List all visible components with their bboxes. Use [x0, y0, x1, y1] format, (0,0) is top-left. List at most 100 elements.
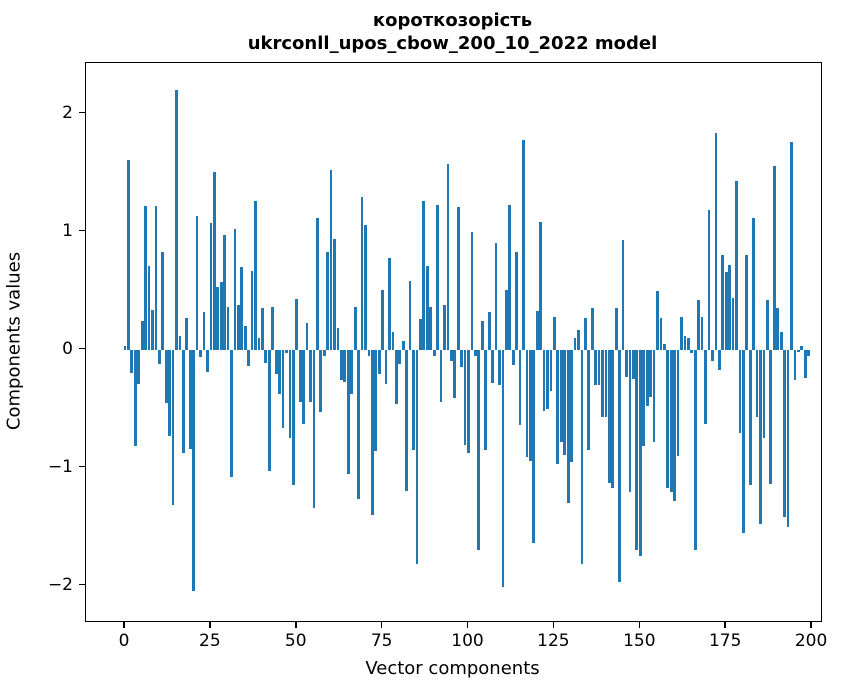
- bar: [566, 349, 570, 504]
- bar: [188, 349, 192, 449]
- bar: [381, 289, 384, 350]
- bar: [621, 239, 625, 350]
- bar: [264, 349, 268, 363]
- bar: [748, 349, 752, 486]
- bar: [470, 231, 474, 350]
- bar: [384, 349, 388, 384]
- bar: [343, 349, 347, 382]
- bar: [309, 349, 312, 402]
- y-tick-label: −2: [47, 574, 73, 595]
- bar: [370, 349, 374, 515]
- bar: [388, 257, 391, 350]
- bar: [618, 349, 622, 583]
- bar: [501, 349, 505, 587]
- bar: [147, 265, 151, 350]
- bar: [700, 316, 704, 350]
- bar: [326, 251, 330, 350]
- bar: [319, 349, 323, 413]
- bar: [195, 216, 199, 350]
- y-tick-label: −1: [47, 456, 73, 477]
- bar: [322, 349, 326, 356]
- y-tick-mark: [79, 347, 85, 350]
- x-tick-mark: [724, 621, 726, 628]
- bar: [614, 308, 618, 350]
- bar: [515, 251, 518, 350]
- bar: [628, 349, 632, 493]
- bar: [357, 349, 360, 500]
- bar: [422, 201, 426, 350]
- bar: [209, 223, 213, 350]
- bar: [463, 349, 467, 446]
- bar: [312, 349, 316, 508]
- bar: [608, 349, 611, 483]
- bar: [219, 282, 223, 350]
- x-tick-mark: [123, 621, 125, 628]
- y-tick-mark: [79, 229, 85, 232]
- bar: [415, 349, 419, 565]
- bar: [669, 349, 673, 493]
- bar: [535, 310, 539, 350]
- bar: [154, 205, 158, 350]
- bar: [697, 300, 701, 350]
- bar: [704, 349, 707, 424]
- bar: [240, 267, 244, 350]
- bar: [353, 307, 357, 350]
- bar: [652, 349, 656, 442]
- bar: [164, 349, 168, 403]
- bar: [498, 349, 501, 386]
- bar: [340, 349, 343, 381]
- bar: [123, 346, 127, 350]
- bar: [298, 349, 302, 402]
- bar: [604, 349, 608, 417]
- bar: [484, 349, 488, 450]
- bar: [333, 238, 336, 350]
- bar: [683, 335, 687, 350]
- bar: [632, 349, 635, 380]
- y-tick-mark: [79, 465, 85, 468]
- bar: [511, 349, 515, 365]
- bar: [518, 349, 522, 426]
- bar: [745, 255, 749, 350]
- bar: [587, 349, 591, 450]
- bar: [212, 171, 216, 350]
- bar: [783, 349, 786, 518]
- bar: [532, 349, 536, 544]
- bar: [398, 349, 402, 364]
- x-tick-mark: [638, 621, 641, 628]
- bar: [133, 349, 137, 447]
- x-tick-mark: [295, 621, 297, 628]
- bar: [267, 349, 271, 472]
- y-tick-label: 2: [62, 102, 73, 123]
- bar: [151, 309, 154, 350]
- x-tick-mark: [380, 621, 383, 628]
- bar: [590, 308, 594, 350]
- bar: [563, 349, 567, 455]
- bar: [807, 349, 810, 356]
- bar: [480, 321, 484, 350]
- x-tick-label: 0: [118, 631, 130, 651]
- bar: [642, 349, 646, 447]
- bar: [364, 224, 367, 350]
- bar: [230, 349, 233, 478]
- y-axis-label: Components values: [3, 251, 25, 431]
- bar: [477, 349, 481, 551]
- bar: [542, 349, 546, 411]
- y-tick-mark: [79, 111, 85, 114]
- x-tick-mark: [810, 621, 812, 628]
- bar: [374, 349, 378, 452]
- bar: [508, 204, 512, 350]
- bar: [522, 139, 525, 350]
- x-tick-label: 200: [794, 631, 828, 651]
- x-tick-label: 125: [537, 631, 570, 651]
- bar: [199, 349, 202, 357]
- bar: [329, 170, 333, 350]
- bar: [281, 349, 285, 428]
- bar: [573, 337, 577, 350]
- bar: [659, 317, 663, 350]
- bar: [577, 329, 580, 350]
- bar: [271, 307, 275, 350]
- bar: [192, 349, 196, 592]
- bar: [721, 255, 725, 350]
- bar: [559, 349, 563, 442]
- x-tick-mark: [209, 621, 211, 628]
